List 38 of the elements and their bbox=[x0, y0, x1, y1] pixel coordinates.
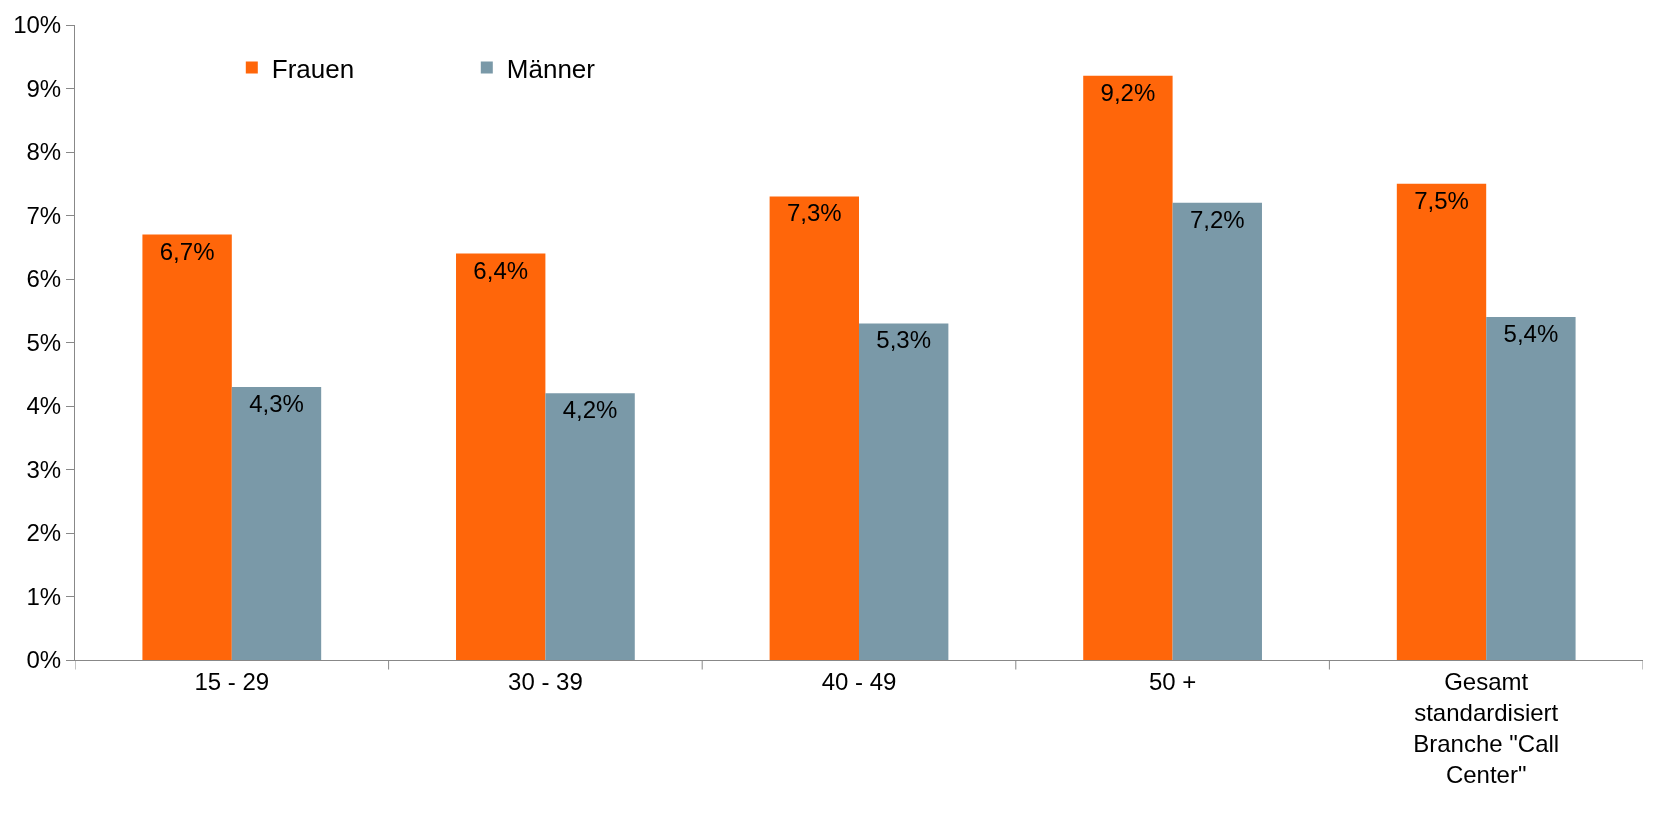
legend-label: Frauen bbox=[271, 53, 355, 84]
bar bbox=[769, 196, 859, 660]
bar bbox=[545, 393, 635, 660]
data-label: 5,3% bbox=[876, 326, 932, 354]
data-label: 5,4% bbox=[1503, 320, 1559, 348]
y-tick-label: 1% bbox=[26, 582, 62, 610]
bar bbox=[231, 386, 322, 660]
data-label: 7,3% bbox=[786, 199, 842, 227]
y-tick-label: 6% bbox=[26, 265, 62, 293]
bar bbox=[142, 234, 232, 660]
bar bbox=[859, 323, 949, 660]
y-tick-label: 0% bbox=[26, 646, 62, 674]
legend-label: Männer bbox=[506, 53, 596, 84]
data-label: 7,2% bbox=[1189, 205, 1245, 233]
y-tick-label: 4% bbox=[26, 392, 62, 420]
x-tick-label: 50 + bbox=[1148, 667, 1197, 695]
y-tick-label: 10% bbox=[13, 11, 62, 39]
y-tick-label: 2% bbox=[26, 519, 62, 547]
data-label: 6,7% bbox=[159, 237, 215, 265]
data-label: 7,5% bbox=[1414, 186, 1469, 214]
x-tick-label: 30 - 39 bbox=[508, 667, 583, 695]
y-tick-label: 5% bbox=[26, 328, 62, 356]
data-label: 4,2% bbox=[562, 396, 618, 424]
x-tick-label: Gesamt standardisiert Branche "Call Center" bbox=[1413, 667, 1560, 789]
data-label: 9,2% bbox=[1100, 78, 1156, 106]
data-label: 6,4% bbox=[473, 256, 529, 284]
bar bbox=[1486, 317, 1576, 660]
bar bbox=[1396, 183, 1487, 660]
y-tick-label: 8% bbox=[26, 138, 62, 166]
x-tick-label: 15 - 29 bbox=[194, 667, 270, 695]
y-tick-label: 3% bbox=[26, 455, 62, 483]
y-tick-label: 9% bbox=[26, 74, 62, 102]
y-tick-label: 7% bbox=[26, 201, 62, 229]
bar bbox=[1083, 75, 1173, 660]
bar bbox=[1172, 202, 1262, 660]
data-label: 4,3% bbox=[249, 389, 304, 417]
x-tick-label: 40 - 49 bbox=[821, 667, 897, 695]
bar bbox=[456, 253, 546, 660]
